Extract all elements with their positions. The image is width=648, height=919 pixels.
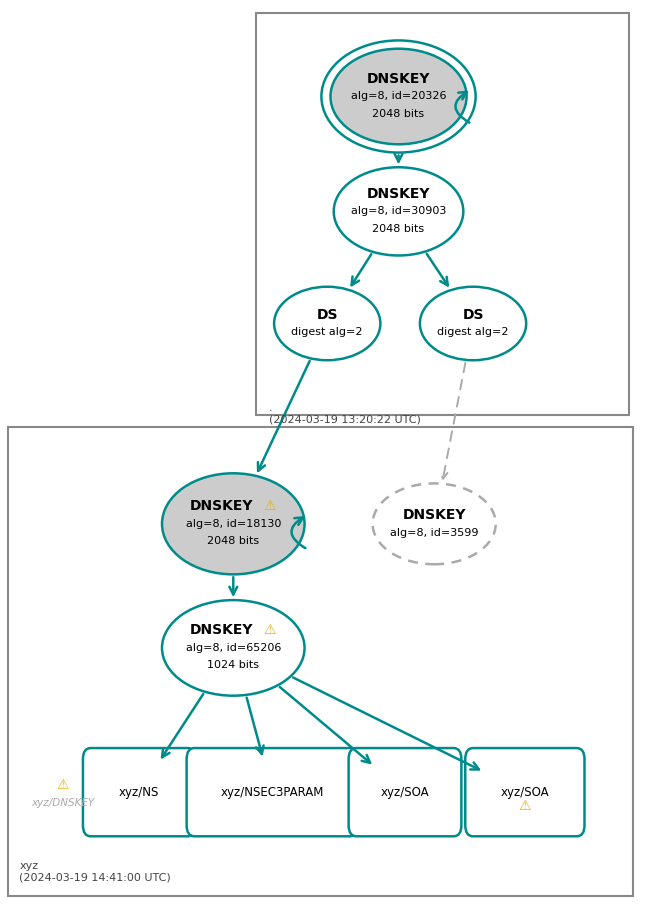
Text: xyz/DNSKEY: xyz/DNSKEY bbox=[31, 799, 95, 808]
Text: digest alg=2: digest alg=2 bbox=[292, 327, 363, 337]
FancyBboxPatch shape bbox=[349, 748, 461, 836]
Text: alg=8, id=30903: alg=8, id=30903 bbox=[351, 207, 446, 216]
Text: DS: DS bbox=[316, 308, 338, 322]
FancyBboxPatch shape bbox=[83, 748, 196, 836]
Text: DNSKEY: DNSKEY bbox=[190, 623, 253, 638]
Ellipse shape bbox=[162, 473, 305, 574]
Text: DS: DS bbox=[462, 308, 484, 322]
Text: xyz/NS: xyz/NS bbox=[119, 786, 159, 799]
Text: 1024 bits: 1024 bits bbox=[207, 661, 259, 670]
Text: DNSKEY: DNSKEY bbox=[402, 508, 466, 522]
FancyBboxPatch shape bbox=[187, 748, 358, 836]
Ellipse shape bbox=[162, 600, 305, 696]
Text: .
(2024-03-19 13:20:22 UTC): . (2024-03-19 13:20:22 UTC) bbox=[269, 403, 421, 425]
Text: ⚠: ⚠ bbox=[518, 799, 531, 813]
Text: xyz/SOA: xyz/SOA bbox=[380, 786, 430, 799]
Text: DNSKEY: DNSKEY bbox=[367, 187, 430, 201]
Text: alg=8, id=65206: alg=8, id=65206 bbox=[185, 643, 281, 652]
Text: ⚠: ⚠ bbox=[263, 623, 276, 638]
Ellipse shape bbox=[330, 49, 467, 144]
Text: ⚠: ⚠ bbox=[263, 499, 276, 514]
Text: 2048 bits: 2048 bits bbox=[373, 224, 424, 233]
Text: xyz
(2024-03-19 14:41:00 UTC): xyz (2024-03-19 14:41:00 UTC) bbox=[19, 861, 171, 883]
Text: alg=8, id=3599: alg=8, id=3599 bbox=[390, 528, 478, 538]
Ellipse shape bbox=[373, 483, 496, 564]
Text: xyz/SOA: xyz/SOA bbox=[500, 786, 550, 799]
Text: alg=8, id=18130: alg=8, id=18130 bbox=[185, 519, 281, 528]
Text: digest alg=2: digest alg=2 bbox=[437, 327, 509, 337]
Bar bbox=[256, 13, 629, 415]
Bar bbox=[8, 427, 633, 896]
Ellipse shape bbox=[420, 287, 526, 360]
Text: 2048 bits: 2048 bits bbox=[207, 537, 259, 546]
Ellipse shape bbox=[334, 167, 463, 255]
Text: DNSKEY: DNSKEY bbox=[367, 72, 430, 86]
Text: alg=8, id=20326: alg=8, id=20326 bbox=[351, 92, 446, 101]
FancyBboxPatch shape bbox=[465, 748, 584, 836]
Text: 2048 bits: 2048 bits bbox=[373, 109, 424, 119]
Text: DNSKEY: DNSKEY bbox=[190, 499, 253, 514]
Ellipse shape bbox=[274, 287, 380, 360]
Text: ⚠: ⚠ bbox=[56, 777, 69, 792]
Text: xyz/NSEC3PARAM: xyz/NSEC3PARAM bbox=[220, 786, 324, 799]
